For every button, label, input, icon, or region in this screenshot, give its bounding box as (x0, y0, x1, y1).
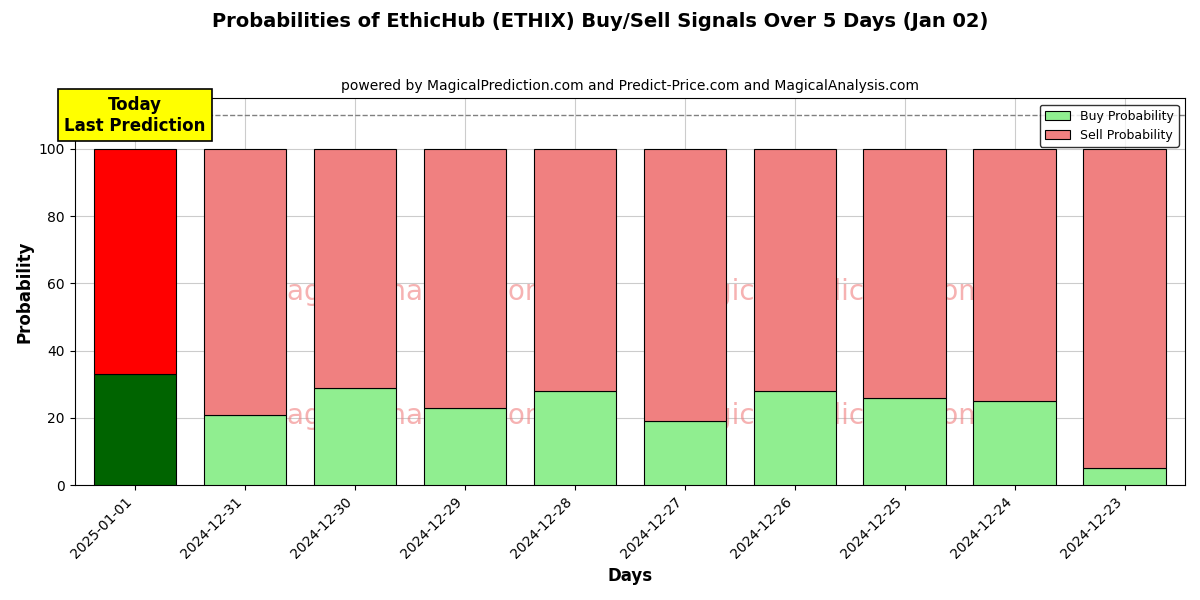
Bar (313, 388, 396, 485)
Bar (1084, 149, 1165, 469)
X-axis label: Days: Days (607, 567, 653, 585)
Text: Probabilities of EthicHub (ETHIX) Buy/Sell Signals Over 5 Days (Jan 02): Probabilities of EthicHub (ETHIX) Buy/Se… (212, 12, 988, 31)
Bar (864, 149, 946, 398)
Bar (204, 415, 287, 485)
Bar (864, 398, 946, 485)
Bar (313, 149, 396, 388)
Bar (973, 149, 1056, 401)
Y-axis label: Probability: Probability (16, 241, 34, 343)
Bar (754, 391, 836, 485)
Text: Today
Last Prediction: Today Last Prediction (65, 96, 206, 134)
Title: powered by MagicalPrediction.com and Predict-Price.com and MagicalAnalysis.com: powered by MagicalPrediction.com and Pre… (341, 79, 919, 93)
Bar (754, 149, 836, 391)
Text: MagicalAnalysis.com: MagicalAnalysis.com (263, 401, 552, 430)
Bar (204, 149, 287, 415)
Bar (643, 149, 726, 421)
Bar (534, 149, 616, 391)
Text: MagicalPrediction.com: MagicalPrediction.com (673, 278, 986, 306)
Bar (534, 391, 616, 485)
Bar (424, 408, 506, 485)
Text: MagicalAnalysis.com: MagicalAnalysis.com (263, 278, 552, 306)
Bar (973, 401, 1056, 485)
Bar (94, 149, 176, 374)
Bar (424, 149, 506, 408)
Text: MagicalPrediction.com: MagicalPrediction.com (673, 401, 986, 430)
Bar (94, 374, 176, 485)
Bar (643, 421, 726, 485)
Legend: Buy Probability, Sell Probability: Buy Probability, Sell Probability (1040, 104, 1178, 147)
Bar (1084, 469, 1165, 485)
